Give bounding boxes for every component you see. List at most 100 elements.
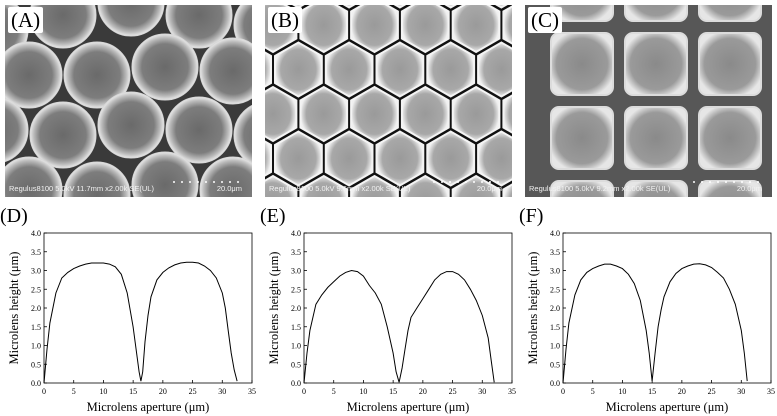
scale-bar <box>170 181 244 183</box>
hexagonal-lens <box>265 174 298 197</box>
panel-label-f: (F) <box>519 205 544 227</box>
y-tick-label: 2.0 <box>31 304 41 313</box>
plot-frame <box>562 232 772 384</box>
hexagonal-lens <box>451 174 501 197</box>
x-tick-label: 10 <box>99 387 107 396</box>
profile-plot-e: 0 5 10 15 20 25 30 35 0.0 0.5 1.0 1.5 2.0 2.5 3.0 3.5 4.… <box>260 205 518 416</box>
hexagonal-lens <box>350 5 399 54</box>
square-lens <box>550 106 614 170</box>
hexagonal-lens <box>265 51 272 88</box>
y-tick-label: 3.0 <box>31 267 41 276</box>
square-lens <box>698 5 762 22</box>
square-lens <box>698 106 762 170</box>
x-tick-label: 5 <box>591 387 595 396</box>
y-tick-label: 0.0 <box>550 379 560 388</box>
hexagonal-lens <box>400 5 450 54</box>
y-tick-label: 0.5 <box>31 360 41 369</box>
hexagonal-lens <box>477 130 512 187</box>
x-tick-label: 20 <box>678 387 686 396</box>
x-axis-label: Microlens aperture (μm) <box>87 400 210 414</box>
scale-bar <box>690 181 764 183</box>
hexagonal-lens <box>375 41 425 98</box>
height-profile-line <box>562 263 748 384</box>
sem-image-b: (B) Regulus8100 5.0kV 9.6mm x2.00k SE(UL… <box>265 5 512 197</box>
hexagonal-lens <box>451 5 501 54</box>
x-tick-label: 0 <box>561 387 565 396</box>
y-axis-label: Microlens height (μm) <box>267 252 281 365</box>
y-tick-label: 4.0 <box>291 229 301 238</box>
hexagonal-lens <box>324 41 374 98</box>
y-tick-label: 3.0 <box>550 267 560 276</box>
y-tick-label: 2.0 <box>550 304 560 313</box>
hexagonal-lens <box>292 5 305 9</box>
x-axis-label: Microlens aperture (μm) <box>606 400 729 414</box>
hexagonal-lens <box>299 85 349 143</box>
y-tick-label: 1.0 <box>550 342 560 351</box>
panel-label-d: (D) <box>0 205 28 227</box>
hexagonal-lens <box>451 85 501 143</box>
height-profile-chart-e: 0 5 10 15 20 25 30 35 0.0 0.5 1.0 1.5 2.0 2.5 3.0 3.5 4.… <box>267 229 516 414</box>
hexagonal-lens <box>350 174 399 197</box>
square-lens <box>550 32 614 96</box>
square-lens <box>624 5 688 22</box>
sem-metadata-c: Regulus8100 5.0kV 9.2mm x2.00k SE(UL) <box>529 184 671 193</box>
sem-metadata-a: Regulus8100 5.0kV 11.7mm x2.00k SE(UL) <box>9 184 154 193</box>
x-tick-label: 0 <box>302 387 306 396</box>
panel-label-a: (A) <box>8 7 44 33</box>
panel-label-e: (E) <box>260 205 286 227</box>
scale-label-b: 20.0μm <box>476 184 502 193</box>
hexagonal-lens <box>400 85 450 143</box>
y-tick-label: 1.5 <box>291 323 301 332</box>
hexagonal-lens <box>444 5 458 9</box>
y-tick-label: 3.5 <box>550 248 560 257</box>
y-tick-label: 2.0 <box>291 304 301 313</box>
y-tick-label: 0.0 <box>291 379 301 388</box>
profile-plot-d: 0 5 10 15 20 25 30 35 0.0 0.5 1.0 1.5 2.0 2.5 3.0 3.5 4.… <box>0 205 258 416</box>
x-tick-label: 5 <box>72 387 76 396</box>
plot-frame <box>303 232 513 384</box>
hexagonal-lens <box>299 5 349 54</box>
x-tick-label: 25 <box>708 387 716 396</box>
x-tick-label: 15 <box>389 387 397 396</box>
hexagonal-lens <box>400 174 450 197</box>
hexagonal-lens <box>299 174 349 197</box>
x-tick-label: 10 <box>618 387 626 396</box>
y-tick-label: 0.0 <box>31 379 41 388</box>
x-tick-label: 25 <box>189 387 197 396</box>
square-lens <box>624 106 688 170</box>
panel-label-c: (C) <box>528 7 562 33</box>
sem-metadata-b: Regulus8100 5.0kV 9.6mm x2.00k SE(UL) <box>269 184 411 193</box>
y-tick-label: 4.0 <box>31 229 41 238</box>
plot-frame <box>43 232 253 384</box>
scale-label-c: 20.0μm <box>736 184 762 193</box>
square-lens <box>550 5 614 22</box>
hexagonal-lens <box>265 85 298 143</box>
x-tick-label: 0 <box>42 387 46 396</box>
square-lens <box>624 180 688 197</box>
x-tick-label: 35 <box>508 387 516 396</box>
hexagonal-lens <box>426 41 476 98</box>
square-lens <box>550 180 614 197</box>
y-tick-label: 1.0 <box>291 342 301 351</box>
hexagonal-lens <box>495 5 508 9</box>
square-microlens-array <box>525 5 772 197</box>
x-tick-label: 30 <box>478 387 486 396</box>
profile-plot-f: 0 5 10 15 20 25 30 35 0.0 0.5 1.0 1.5 2.0 2.5 3.0 3.5 4.… <box>519 205 777 416</box>
height-profile-line <box>43 261 238 384</box>
y-tick-label: 3.5 <box>291 248 301 257</box>
hexagonal-lens <box>502 94 512 134</box>
y-tick-label: 2.5 <box>31 285 41 294</box>
y-tick-label: 1.0 <box>31 342 41 351</box>
hexagonal-lens <box>342 5 356 9</box>
x-tick-label: 35 <box>767 387 775 396</box>
y-axis-label: Microlens height (μm) <box>7 252 21 365</box>
scale-label-a: 20.0μm <box>216 184 242 193</box>
height-profile-chart-d: 0 5 10 15 20 25 30 35 0.0 0.5 1.0 1.5 2.0 2.5 3.0 3.5 4.… <box>7 229 256 414</box>
height-profile-line <box>303 269 495 384</box>
y-axis-label: Microlens height (μm) <box>526 252 540 365</box>
y-tick-label: 1.5 <box>31 323 41 332</box>
hexagonal-lens <box>350 85 399 143</box>
y-tick-label: 4.0 <box>550 229 560 238</box>
hexagonal-lens <box>375 130 425 187</box>
y-tick-label: 2.5 <box>550 285 560 294</box>
